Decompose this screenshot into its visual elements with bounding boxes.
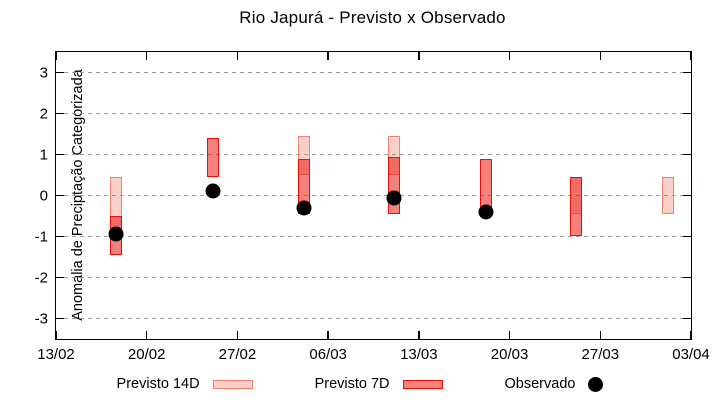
x-tick-mark-top — [145, 52, 148, 60]
y-gridline — [56, 277, 691, 278]
chart-legend: Previsto 14D Previsto 7D Observado — [0, 371, 720, 397]
legend-label: Observado — [504, 376, 576, 392]
observado-point — [296, 200, 312, 216]
plot-area: -3 -2 -1 0 1 2 3 13/02 20/02 27/02 06/03 13/03 20/03… — [35, 51, 710, 363]
x-tick-label: 03/04 — [672, 346, 710, 363]
y-gridline — [56, 154, 691, 155]
y-tick-mark — [56, 194, 64, 197]
y-gridline — [56, 236, 691, 237]
x-tick-label: 27/02 — [218, 346, 257, 363]
x-tick-label: 13/03 — [400, 346, 438, 363]
x-tick-mark — [690, 331, 692, 339]
x-tick-label: 13/02 — [37, 346, 75, 363]
y-tick-mark-right — [683, 153, 691, 156]
x-tick-mark — [327, 331, 329, 339]
x-tick-label: 20/03 — [490, 346, 529, 363]
x-tick-mark — [55, 331, 57, 339]
y-tick-label: -1 — [34, 228, 48, 245]
y-tick-mark-right — [683, 112, 691, 115]
observado-dot-swatch — [588, 376, 604, 392]
y-gridline — [56, 113, 691, 114]
chart-title: Rio Japurá - Previsto x Observado — [239, 8, 506, 27]
y-gridline — [56, 318, 691, 319]
y-gridline — [56, 72, 691, 73]
y-tick-label: 1 — [39, 146, 48, 163]
legend-item-observado: Observado — [505, 376, 604, 392]
observado-point — [478, 204, 494, 220]
x-tick-mark — [145, 331, 148, 339]
y-tick-mark — [56, 153, 64, 156]
legend-item-previsto-7d: Previsto 7D — [315, 376, 443, 392]
x-tick-mark-top — [55, 52, 57, 60]
previsto-7d-swatch — [402, 379, 443, 389]
x-tick-label: 27/03 — [581, 346, 620, 363]
y-tick-mark — [56, 112, 64, 115]
x-tick-mark — [418, 331, 420, 339]
previsto-7d-bar — [206, 138, 219, 178]
y-tick-mark-right — [683, 235, 691, 238]
x-tick-mark-top — [599, 52, 602, 60]
y-tick-label: 0 — [39, 187, 48, 204]
observado-point — [386, 190, 402, 206]
y-tick-mark-right — [683, 276, 691, 279]
previsto-7d-bar — [388, 156, 401, 214]
x-tick-mark — [236, 331, 239, 339]
x-tick-mark-top — [690, 52, 692, 60]
y-tick-mark-right — [683, 194, 691, 197]
x-tick-mark — [599, 331, 602, 339]
x-tick-mark-top — [508, 52, 511, 60]
observado-point — [205, 183, 221, 199]
y-tick-mark — [56, 317, 64, 320]
x-tick-label: 06/03 — [309, 346, 347, 363]
previsto-14d-swatch — [212, 379, 253, 389]
legend-label: Previsto 14D — [116, 376, 200, 392]
y-tick-mark-right — [683, 317, 691, 320]
y-tick-mark-right — [683, 71, 691, 74]
x-tick-mark-top — [236, 52, 239, 60]
y-tick-mark — [56, 235, 64, 238]
x-tick-mark-top — [327, 52, 329, 60]
x-tick-label: 20/02 — [127, 346, 166, 363]
legend-label: Previsto 7D — [314, 376, 390, 392]
y-tick-label: 3 — [39, 64, 48, 81]
y-tick-mark — [56, 71, 64, 74]
y-tick-label: 2 — [39, 105, 48, 122]
y-tick-label: -2 — [34, 269, 48, 286]
x-tick-mark — [508, 331, 511, 339]
y-tick-label: -3 — [34, 310, 48, 327]
previsto-14d-bar — [661, 177, 674, 214]
legend-item-previsto-14d: Previsto 14D — [117, 376, 253, 392]
x-tick-mark-top — [418, 52, 420, 60]
observado-point — [108, 226, 124, 242]
previsto-7d-bar — [569, 177, 582, 237]
y-tick-mark — [56, 276, 64, 279]
y-gridline — [56, 195, 691, 196]
